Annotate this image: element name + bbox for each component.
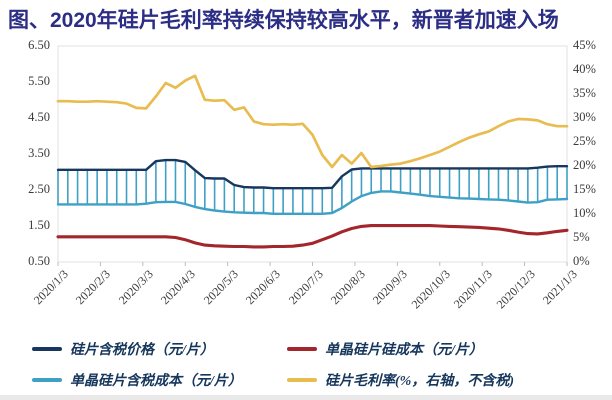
series-line-0 — [56, 158, 569, 190]
y-axis-right-tick-label: 20% — [573, 158, 596, 172]
x-axis-tick-label: 2020/3/3 — [115, 267, 156, 308]
series-line-2 — [56, 190, 569, 216]
x-axis-tick-label: 2020/9/3 — [370, 267, 411, 308]
legend-swatch-icon — [32, 347, 62, 351]
y-axis-right-tick-label: 30% — [573, 110, 596, 124]
legend-item: 硅片毛利率(%，右轴，不含税) — [287, 371, 514, 389]
legend-item: 单晶硅片含税成本（元/片） — [32, 371, 242, 389]
series-line-1 — [56, 224, 569, 249]
legend-item: 单晶硅片硅成本（元/片） — [287, 340, 483, 358]
x-axis-tick-label: 2020/6/3 — [242, 267, 283, 308]
y-axis-left-tick-label: 6.50 — [28, 38, 50, 52]
y-axis-left-tick-label: 0.50 — [28, 254, 50, 268]
legend-swatch-icon — [287, 347, 317, 351]
legend-label: 硅片含税价格（元/片） — [70, 343, 214, 358]
series-line-3 — [56, 74, 569, 169]
y-axis-right-tick-label: 25% — [573, 134, 596, 148]
x-axis-tick-label: 2020/10/3 — [408, 267, 453, 312]
x-axis-tick-label: 2020/11/3 — [451, 267, 496, 312]
y-axis-left-tick-label: 5.50 — [28, 74, 50, 88]
x-axis-tick-label: 2020/5/3 — [200, 267, 241, 308]
x-axis-tick-label: 2020/7/3 — [285, 267, 326, 308]
x-axis-tick-label: 2021/1/3 — [539, 267, 580, 308]
y-axis-right-tick-label: 45% — [573, 38, 596, 52]
legend-swatch-icon — [287, 378, 317, 382]
legend-label: 单晶硅片含税成本（元/片） — [70, 374, 242, 389]
y-axis-right-tick-label: 35% — [573, 86, 596, 100]
x-axis-tick-label: 2020/12/3 — [493, 267, 538, 312]
y-axis-left-tick-label: 1.50 — [28, 218, 50, 232]
y-axis-right-tick-label: 5% — [573, 230, 590, 244]
chart-title: 图、2020年硅片毛利率持续保持较高水平，新晋者加速入场 — [8, 9, 559, 32]
x-axis-tick-label: 2020/8/3 — [327, 267, 368, 308]
x-axis-tick-label: 2020/1/3 — [30, 267, 71, 308]
legend-item: 硅片含税价格（元/片） — [32, 340, 214, 358]
y-axis-left-tick-label: 4.50 — [28, 110, 50, 124]
x-axis-tick-label: 2020/4/3 — [158, 267, 199, 308]
legend-swatch-icon — [32, 378, 62, 382]
x-axis-tick-label: 2020/2/3 — [73, 267, 114, 308]
y-axis-right-tick-label: 0% — [573, 254, 590, 268]
legend-label: 单晶硅片硅成本（元/片） — [325, 343, 483, 358]
plot-border — [57, 45, 568, 263]
y-axis-right-tick-label: 15% — [573, 182, 596, 196]
y-axis-left-tick-label: 3.50 — [28, 146, 50, 160]
y-axis-left-tick-label: 2.50 — [28, 182, 50, 196]
y-axis-right-tick-label: 40% — [573, 62, 596, 76]
page-edge-strip — [0, 395, 612, 400]
y-axis-right-tick-label: 10% — [573, 206, 596, 220]
legend-label: 硅片毛利率(%，右轴，不含税) — [325, 374, 514, 389]
